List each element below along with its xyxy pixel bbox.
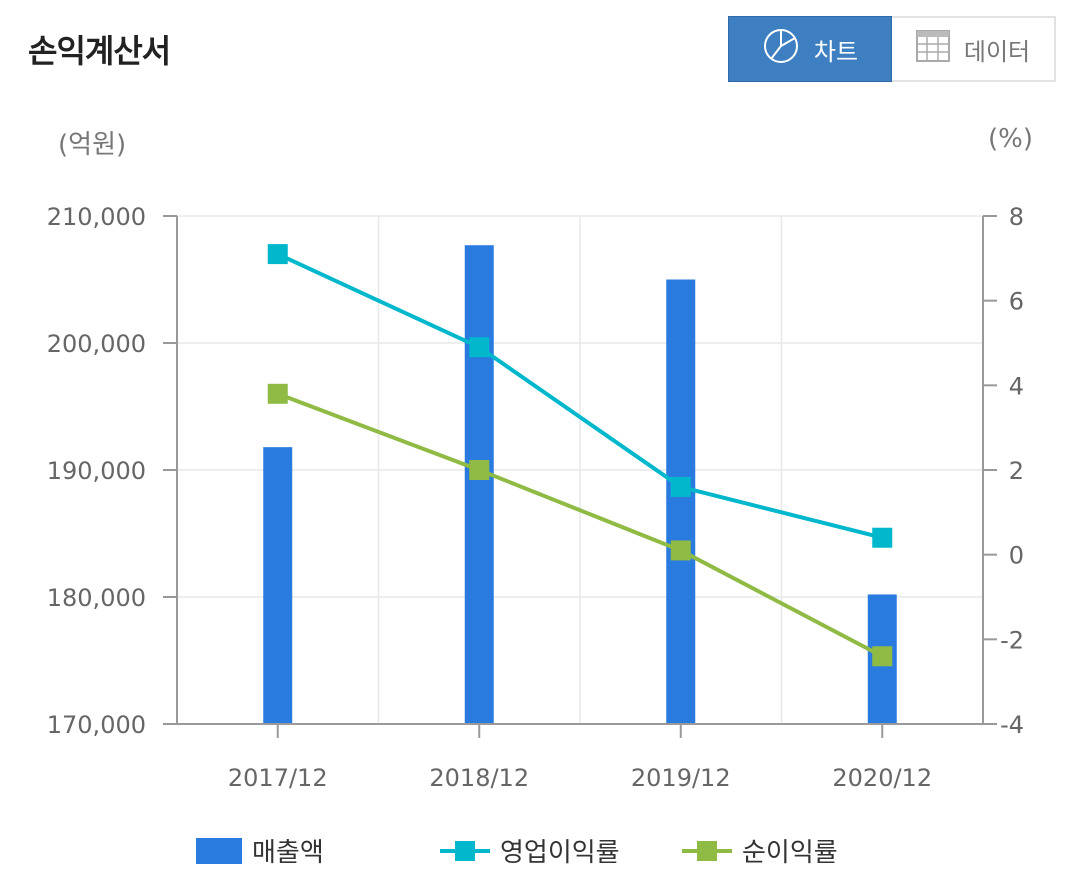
legend-swatch-operating-margin [440,840,490,861]
left-tick-label: 190,000 [47,457,146,485]
right-tick-label: 2 [1009,457,1024,485]
line-layer [267,244,893,667]
net-margin-point [267,383,288,404]
right-tick-label: 0 [1009,542,1024,570]
x-tick-label: 2019/12 [631,764,731,792]
chart-legend: 매출액 영업이익률 순이익률 [0,832,1080,876]
page-title: 손익계산서 [28,32,171,70]
x-tick-label: 2020/12 [832,764,932,792]
revenue-bar [464,245,494,724]
left-tick-label: 170,000 [47,711,146,739]
right-tick-label: 8 [1009,203,1024,231]
chart-tab-label: 차트 [813,37,859,66]
legend-label-operating-margin: 영업이익률 [500,838,620,868]
legend-swatch-revenue [196,837,242,864]
operating-margin-point [872,527,893,548]
bar-layer [263,245,897,724]
net-margin-line [277,391,884,659]
data-tab-button[interactable]: 데이터 [892,16,1056,82]
operating-margin-point [670,476,691,497]
revenue-bar [666,279,696,724]
right-tick-label: -2 [1000,626,1024,654]
right-tick-label: -4 [1000,711,1024,739]
x-tick-label: 2018/12 [429,764,529,792]
operating-margin-point [267,244,288,265]
legend-label-revenue: 매출액 [252,838,324,868]
operating-margin-point [469,337,490,358]
legend-item-revenue[interactable]: 매출액 [196,832,324,869]
operating-margin-line [276,252,883,540]
legend-label-net-margin: 순이익률 [742,838,838,868]
left-tick-label: 210,000 [47,203,146,231]
chart-tab-button[interactable]: 차트 [728,16,892,82]
net-margin-point [872,646,893,667]
left-tick-label: 180,000 [47,584,146,612]
legend-swatch-net-margin [682,840,732,861]
right-axis-unit: (%) [988,124,1033,154]
tick-layer: 170,000 180,000 190,000 200,000 210,000 -4 -2 0… [47,203,1024,792]
table-grid-icon [915,30,950,68]
view-toggle: 차트 데이터 [728,16,1056,82]
revenue-bar [263,447,293,724]
right-tick-label: 6 [1009,288,1024,316]
left-axis-unit: (억원) [58,130,127,160]
data-tab-label: 데이터 [963,37,1031,66]
pie-chart-icon [762,27,800,71]
net-margin-point [469,460,490,480]
legend-item-operating-margin[interactable]: 영업이익률 [440,832,620,869]
net-margin-point [670,540,691,561]
legend-item-net-margin[interactable]: 순이익률 [682,832,838,869]
right-tick-label: 4 [1009,372,1024,400]
x-tick-label: 2017/12 [228,764,328,792]
left-tick-label: 200,000 [47,330,146,358]
